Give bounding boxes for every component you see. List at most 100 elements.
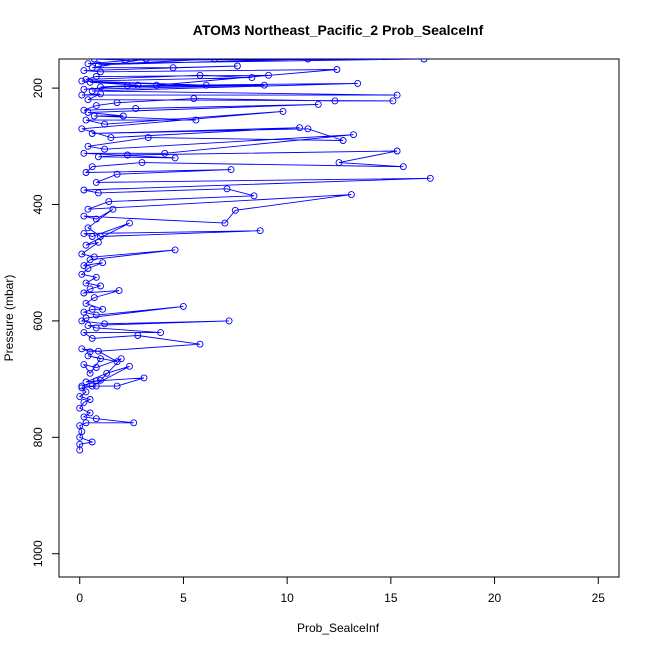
data-point (132, 105, 140, 112)
data-point (86, 369, 94, 377)
data-point (123, 82, 131, 90)
data-point (76, 433, 84, 441)
x-tick-label: 20 (488, 591, 502, 605)
data-point (161, 149, 169, 157)
data-point (76, 422, 84, 430)
data-point (92, 415, 100, 423)
data-point (80, 361, 88, 369)
data-point (94, 238, 102, 246)
data-point (115, 287, 123, 295)
data-point (256, 227, 264, 235)
data-point (260, 81, 268, 89)
data-point (80, 212, 88, 220)
data-point (80, 67, 88, 75)
data-point (171, 246, 179, 254)
data-point (82, 314, 90, 322)
data-point (84, 322, 92, 330)
data-point (248, 74, 256, 82)
data-point (192, 116, 200, 124)
data-point (296, 124, 304, 132)
data-point (78, 345, 86, 353)
data-point (82, 279, 90, 287)
data-point (88, 382, 96, 390)
data-point (233, 62, 241, 70)
data-point (90, 253, 98, 261)
data-point (76, 404, 84, 412)
series-layer (76, 59, 434, 454)
data-point (119, 112, 127, 120)
data-point (86, 348, 94, 356)
data-point (88, 438, 96, 446)
data-point (88, 87, 96, 95)
data-point (82, 116, 90, 124)
data-point (399, 163, 407, 171)
data-point (99, 305, 107, 313)
data-point (171, 154, 179, 162)
data-point (130, 419, 138, 427)
data-point (393, 147, 401, 155)
data-point (80, 413, 88, 421)
data-point (84, 224, 92, 232)
series-line (78, 59, 431, 451)
data-point (82, 378, 90, 386)
data-point (82, 169, 90, 176)
data-point (94, 189, 102, 197)
data-point (88, 334, 96, 342)
data-point (225, 317, 233, 325)
data-point (333, 66, 341, 73)
data-point (304, 59, 312, 63)
data-point (78, 270, 86, 278)
data-point (78, 91, 86, 99)
data-point (88, 130, 96, 137)
data-point (134, 81, 142, 89)
data-point (97, 355, 104, 363)
data-point (97, 233, 104, 240)
x-tick-label: 15 (384, 591, 398, 605)
data-point (420, 59, 428, 63)
data-point (389, 97, 397, 105)
data-point (350, 131, 357, 139)
data-point (78, 125, 86, 133)
data-point (92, 178, 100, 186)
data-point (82, 75, 90, 83)
data-point (82, 388, 90, 396)
y-tick-label: 200 (31, 78, 45, 98)
data-point (107, 134, 115, 142)
data-point (78, 77, 86, 85)
data-point (84, 352, 92, 360)
data-point (80, 149, 88, 157)
data-point (138, 159, 146, 167)
data-point (179, 302, 187, 310)
data-point (80, 262, 88, 270)
data-point (84, 109, 92, 116)
data-point (196, 340, 204, 348)
data-point (144, 134, 152, 142)
data-point (314, 100, 322, 108)
data-point (86, 285, 94, 293)
data-point (101, 145, 109, 153)
data-point (103, 369, 111, 377)
data-point (76, 393, 84, 401)
y-tick-label: 600 (31, 311, 45, 331)
data-point (153, 81, 160, 89)
data-point (101, 320, 109, 328)
plot-frame (58, 58, 620, 578)
data-point (97, 376, 104, 384)
data-point (90, 112, 98, 120)
data-point (84, 205, 92, 213)
data-point (84, 60, 92, 68)
data-point (86, 396, 94, 403)
data-point (88, 233, 96, 240)
data-point (140, 374, 148, 382)
data-point (80, 308, 88, 316)
data-point (279, 107, 287, 115)
y-tick-label: 800 (31, 427, 45, 447)
data-point (105, 198, 113, 206)
data-point (113, 170, 121, 178)
data-point (88, 64, 96, 72)
data-point (92, 215, 100, 223)
data-point (113, 382, 121, 390)
chart-title: ATOM3 Northeast_Pacific_2 Prob_SealceInf (193, 22, 484, 38)
data-point (354, 79, 362, 87)
data-point (80, 85, 88, 93)
